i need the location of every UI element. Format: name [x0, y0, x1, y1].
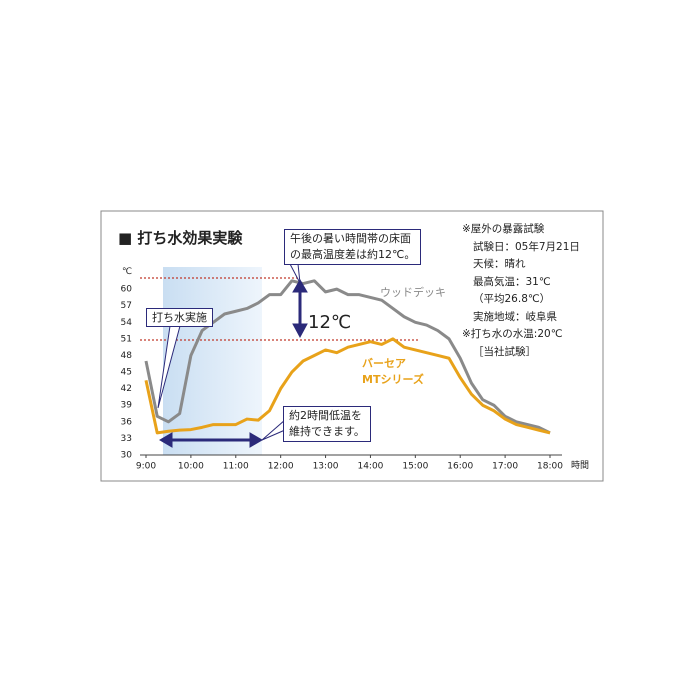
legend-label: バーセア MTシリーズ: [362, 357, 424, 386]
watering-callout: 打ち水実施: [146, 308, 213, 327]
x-tick-label: 11:00: [223, 462, 249, 472]
difference-value: 12℃: [308, 312, 352, 333]
note-line: 実施地域：岐阜県: [473, 310, 557, 323]
x-tick-label: 10:00: [178, 462, 204, 472]
x-tick-label: 18:00: [537, 462, 563, 472]
x-tick-label: 14:00: [357, 462, 383, 472]
y-unit-label: ℃: [122, 267, 133, 277]
duration-arrow: [159, 432, 263, 448]
series-line: [144, 337, 551, 435]
difference-callout: 午後の暑い時間帯の床面 の最高温度差は約12℃。: [284, 229, 422, 265]
legend-label: ウッドデッキ: [380, 286, 446, 299]
x-tick-label: 15:00: [402, 462, 428, 472]
note-line: ※屋外の暴露試験: [462, 223, 545, 235]
y-tick-label: 60: [121, 285, 133, 295]
y-tick-label: 33: [121, 434, 132, 444]
y-tick-label: 48: [121, 351, 133, 361]
x-tick-label: 13:00: [313, 462, 339, 472]
x-unit-label: 時間: [571, 461, 590, 471]
note-line: 試験日：05年7月21日: [473, 240, 580, 253]
chart-title: ■ 打ち水効果実験: [118, 229, 243, 247]
watering-period-shade: [163, 267, 262, 455]
y-tick-label: 30: [121, 451, 133, 461]
note-line: （平均26.8℃）: [473, 293, 551, 305]
x-tick-label: 17:00: [492, 462, 518, 472]
note-line: ［当社試験］: [473, 345, 536, 358]
note-line: ※打ち水の水温:20℃: [462, 328, 563, 340]
y-tick-label: 45: [121, 368, 132, 378]
y-tick-label: 42: [121, 384, 132, 394]
note-line: 天候：晴れ: [473, 258, 526, 270]
series-line: [144, 279, 551, 435]
y-tick-label: 36: [121, 417, 133, 427]
note-line: 最高気温：31℃: [473, 275, 551, 288]
y-tick-label: 54: [121, 318, 133, 328]
x-tick-label: 16:00: [447, 462, 473, 472]
x-tick-label: 9:00: [136, 462, 156, 472]
difference-arrow: [292, 279, 308, 339]
x-tick-label: 12:00: [268, 462, 294, 472]
y-tick-label: 51: [121, 334, 132, 344]
notes: ※屋外の暴露試験試験日：05年7月21日 天候：晴れ最高気温：31℃ （平均26.8…: [462, 221, 580, 361]
y-tick-label: 57: [121, 301, 132, 311]
y-tick-label: 39: [121, 401, 133, 411]
duration-callout: 約2時間低温を 維持できます。: [283, 406, 371, 442]
